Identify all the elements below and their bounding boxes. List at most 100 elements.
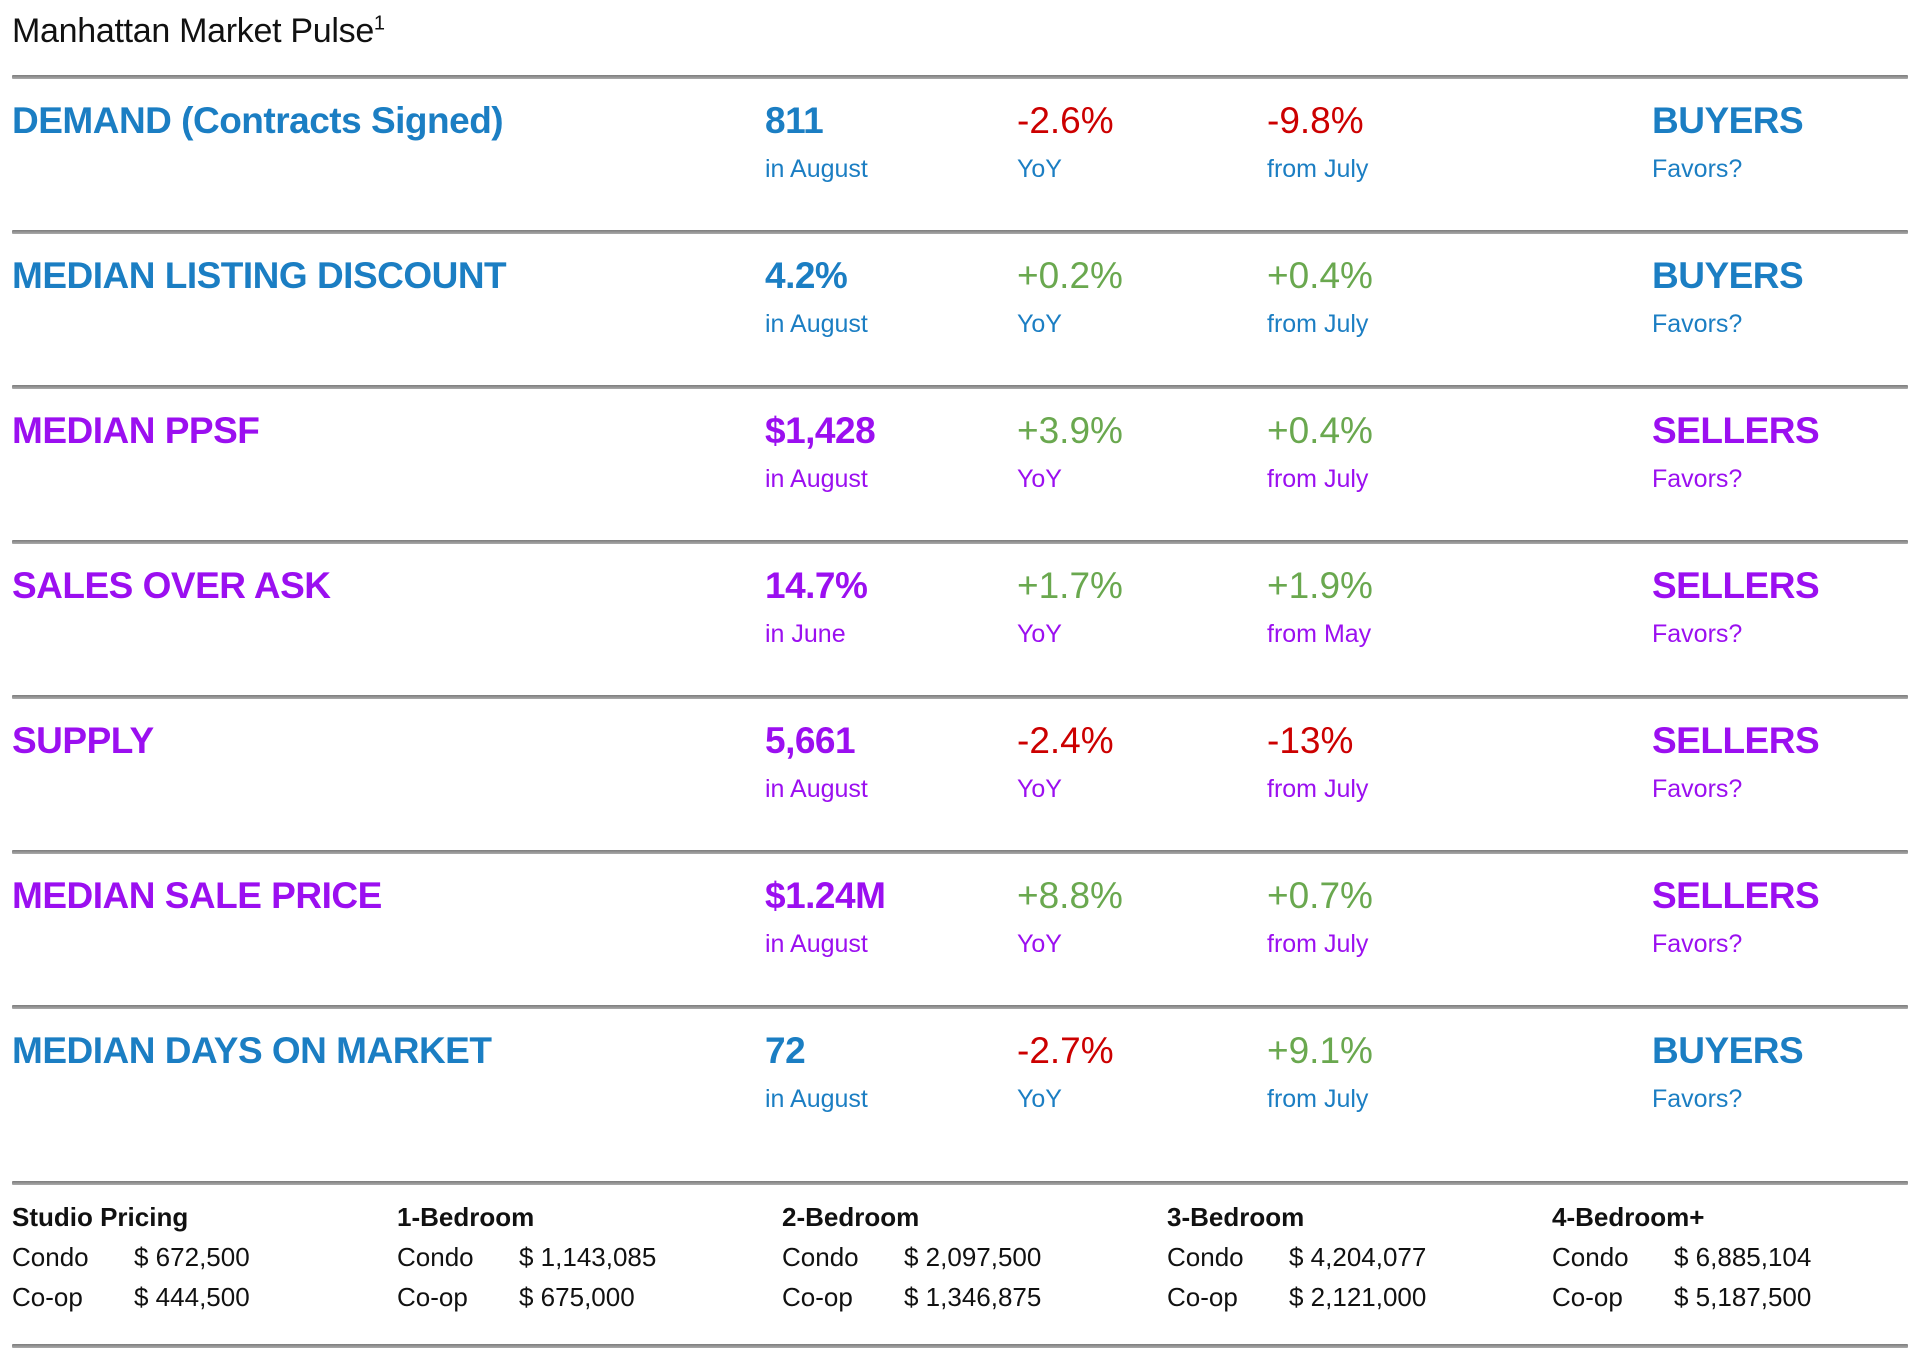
pricing-row-label: Co-op (1552, 1282, 1623, 1312)
row-divider (12, 1005, 1908, 1009)
metric-yoy-value: +1.7% (1017, 565, 1123, 606)
metric-favors-caption: Favors? (1652, 620, 1743, 648)
metric-value: 5,661 (765, 720, 856, 761)
metric-value: 72 (765, 1030, 806, 1071)
pricing-row-price: $ 1,143,085 (519, 1242, 657, 1272)
metric-value-caption: in August (765, 310, 868, 338)
metric-value: 14.7% (765, 565, 868, 606)
metric-row-median-sale-price: MEDIAN SALE PRICE $1.24M in August +8.8%… (12, 850, 1908, 1005)
pricing-row-condo: Condo $ 2,097,500 (782, 1237, 1167, 1277)
metric-yoy-caption: YoY (1017, 1085, 1062, 1113)
metric-favors-caption: Favors? (1652, 775, 1743, 803)
page-title-footnote-marker: 1 (373, 12, 385, 35)
metric-row-sales-over-ask: SALES OVER ASK 14.7% in June +1.7% YoY +… (12, 540, 1908, 695)
metric-yoy-caption: YoY (1017, 620, 1062, 648)
row-divider (12, 695, 1908, 699)
pricing-row-label: Co-op (1167, 1282, 1238, 1312)
metric-change-caption: from July (1267, 930, 1369, 958)
metric-change-caption: from July (1267, 775, 1369, 803)
pricing-group-4-bedroom-plus: 4-Bedroom+ Condo $ 6,885,104 Co-op $ 5,187… (1552, 1198, 1920, 1317)
page-title: Manhattan Market Pulse1 (12, 10, 1908, 51)
metric-favors-caption: Favors? (1652, 310, 1743, 338)
metric-yoy-value: -2.6% (1017, 100, 1114, 141)
metric-favors-caption: Favors? (1652, 155, 1743, 183)
pricing-group-studio: Studio Pricing Condo $ 672,500 Co-op $ 444… (12, 1198, 397, 1317)
pricing-row-price: $ 444,500 (134, 1282, 250, 1312)
metric-yoy-value: -2.4% (1017, 720, 1114, 761)
pricing-row-price: $ 2,097,500 (904, 1242, 1042, 1272)
row-divider (12, 230, 1908, 234)
metric-change-caption: from July (1267, 310, 1369, 338)
metric-label: MEDIAN PPSF (12, 410, 260, 451)
metric-change-value: +0.4% (1267, 255, 1373, 296)
metric-change-caption: from May (1267, 620, 1372, 648)
metric-favors-value: BUYERS (1652, 100, 1804, 141)
pricing-row-price: $ 672,500 (134, 1242, 250, 1272)
metric-value: $1,428 (765, 410, 876, 451)
metric-value-caption: in August (765, 775, 868, 803)
metric-value-caption: in August (765, 930, 868, 958)
metric-yoy-value: +3.9% (1017, 410, 1123, 451)
pricing-group-header: 4-Bedroom+ (1552, 1202, 1705, 1232)
pricing-row-price: $ 4,204,077 (1289, 1242, 1427, 1272)
metric-favors-value: SELLERS (1652, 720, 1820, 761)
pricing-row-label: Condo (397, 1242, 474, 1272)
metric-change-value: -13% (1267, 720, 1354, 761)
pricing-row-label: Condo (1167, 1242, 1244, 1272)
metric-yoy-caption: YoY (1017, 155, 1062, 183)
metric-favors-caption: Favors? (1652, 1085, 1743, 1113)
pricing-row-label: Co-op (782, 1282, 853, 1312)
metric-yoy-caption: YoY (1017, 310, 1062, 338)
pricing-row-label: Co-op (12, 1282, 83, 1312)
pricing-grid: Studio Pricing Condo $ 672,500 Co-op $ 444… (12, 1185, 1908, 1344)
pricing-row-coop: Co-op $ 5,187,500 (1552, 1277, 1920, 1317)
row-divider (12, 850, 1908, 854)
metric-value-caption: in August (765, 155, 868, 183)
pricing-group-header: 2-Bedroom (782, 1202, 920, 1232)
metric-value: $1.24M (765, 875, 886, 916)
metric-value-caption: in August (765, 1085, 868, 1113)
metric-label: DEMAND (Contracts Signed) (12, 100, 504, 141)
metric-favors-value: SELLERS (1652, 875, 1820, 916)
pricing-row-coop: Co-op $ 1,346,875 (782, 1277, 1167, 1317)
metric-change-value: +9.1% (1267, 1030, 1373, 1071)
metric-yoy-value: +0.2% (1017, 255, 1123, 296)
metric-change-value: +1.9% (1267, 565, 1373, 606)
pricing-row-price: $ 6,885,104 (1674, 1242, 1812, 1272)
metric-value-caption: in June (765, 620, 846, 648)
metric-label: MEDIAN SALE PRICE (12, 875, 382, 916)
pricing-group-header: 1-Bedroom (397, 1202, 535, 1232)
metric-change-caption: from July (1267, 155, 1369, 183)
pricing-row-label: Condo (12, 1242, 89, 1272)
metric-row-median-ppsf: MEDIAN PPSF $1,428 in August +3.9% YoY +… (12, 385, 1908, 540)
metric-favors-value: BUYERS (1652, 1030, 1804, 1071)
metric-row-listing-discount: MEDIAN LISTING DISCOUNT 4.2% in August +… (12, 230, 1908, 385)
metric-change-value: +0.7% (1267, 875, 1373, 916)
metric-change-caption: from July (1267, 1085, 1369, 1113)
pricing-top-divider (12, 1181, 1908, 1185)
pricing-group-header: Studio Pricing (12, 1202, 189, 1232)
pricing-row-condo: Condo $ 4,204,077 (1167, 1237, 1552, 1277)
metric-yoy-value: -2.7% (1017, 1030, 1114, 1071)
metrics-table: DEMAND (Contracts Signed) 811 in August … (12, 75, 1908, 1160)
metric-yoy-caption: YoY (1017, 775, 1062, 803)
metric-yoy-value: +8.8% (1017, 875, 1123, 916)
pricing-group-header: 3-Bedroom (1167, 1202, 1305, 1232)
metric-label: MEDIAN LISTING DISCOUNT (12, 255, 507, 296)
metric-favors-value: SELLERS (1652, 565, 1820, 606)
metric-favors-caption: Favors? (1652, 930, 1743, 958)
row-divider (12, 75, 1908, 79)
pricing-row-condo: Condo $ 6,885,104 (1552, 1237, 1920, 1277)
metric-favors-caption: Favors? (1652, 465, 1743, 493)
metric-row-demand: DEMAND (Contracts Signed) 811 in August … (12, 75, 1908, 230)
metric-value: 811 (765, 100, 824, 141)
pricing-row-price: $ 2,121,000 (1289, 1282, 1427, 1312)
pricing-group-1-bedroom: 1-Bedroom Condo $ 1,143,085 Co-op $ 675,00… (397, 1198, 782, 1317)
pricing-row-label: Condo (1552, 1242, 1629, 1272)
pricing-row-coop: Co-op $ 675,000 (397, 1277, 782, 1317)
pricing-group-3-bedroom: 3-Bedroom Condo $ 4,204,077 Co-op $ 2,121,… (1167, 1198, 1552, 1317)
pricing-row-price: $ 5,187,500 (1674, 1282, 1812, 1312)
pricing-row-condo: Condo $ 1,143,085 (397, 1237, 782, 1277)
pricing-group-2-bedroom: 2-Bedroom Condo $ 2,097,500 Co-op $ 1,346,… (782, 1198, 1167, 1317)
metric-value: 4.2% (765, 255, 848, 296)
